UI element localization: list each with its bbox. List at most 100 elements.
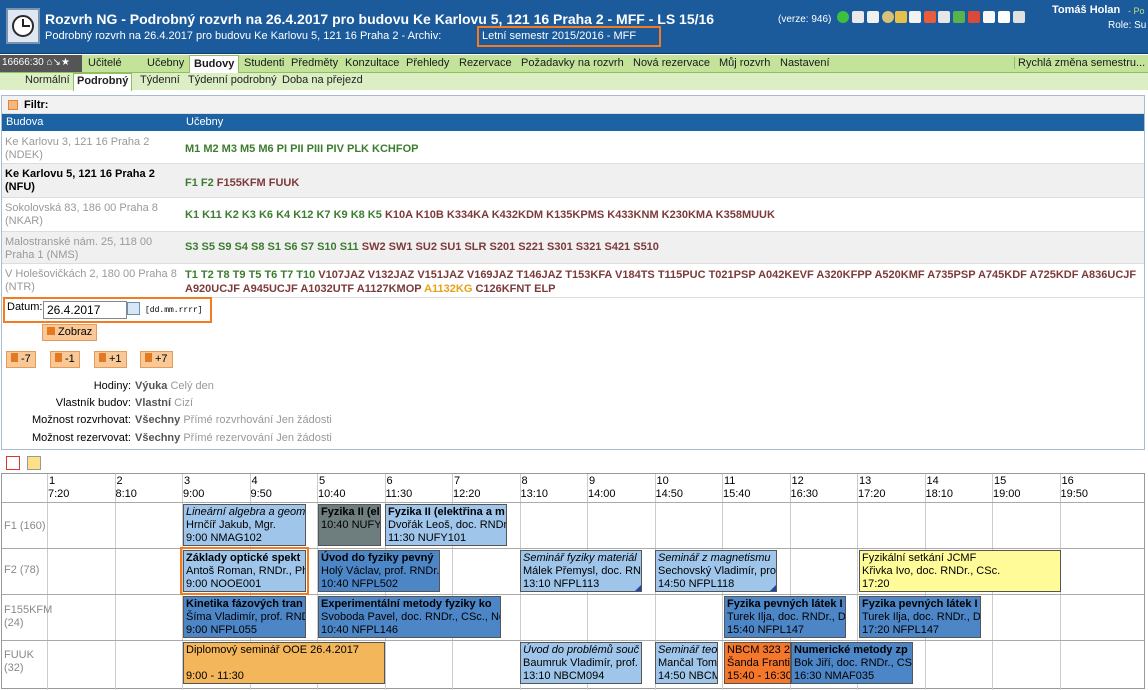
room-label[interactable]: F2 (78) [4,564,40,576]
building-name[interactable]: V Holešovičkách 2, 180 00 Praha 8 (NTR) [5,268,177,293]
hour-time: 8:10 [115,488,137,500]
nav-buildings[interactable]: Budovy [189,55,240,73]
pdf-icon[interactable] [998,11,1010,23]
star-icon[interactable]: ★ [60,57,70,68]
lock-icon[interactable] [909,11,921,23]
app-header: Rozvrh NG - Podrobný rozvrh na 26.4.2017… [0,0,1148,54]
schedule-event[interactable]: Seminář z magnetismu Sechovský Vladimír, … [655,550,777,592]
schedule-event[interactable]: Kinetika fázových tran Šíma Vladimír, pro… [183,596,306,638]
filter-title: Filtr: [2,96,1144,114]
hour-number: 5 [319,475,326,487]
table-icon[interactable] [1013,11,1025,23]
collapse-icon[interactable] [8,100,18,110]
schedule-event[interactable]: Základy optické spekt Antoš Roman, RNDr.,… [183,550,306,592]
plugin-icon[interactable] [953,11,965,23]
schedule-event[interactable]: Fyzika pevných látek I Turek Ilja, doc. R… [859,596,981,638]
option-hours[interactable]: Hodiny: Výuka Celý den [93,380,214,392]
tab-normal[interactable]: Normální [25,74,70,86]
nav-my-schedule[interactable]: Můj rozvrh [719,57,771,69]
mail-icon[interactable] [852,11,864,23]
room-list[interactable]: S3 S5 S9 S4 S8 S1 S6 S7 S10 S11 SW2 SW1 … [185,241,659,253]
nav-overviews[interactable]: Přehledy [406,57,450,69]
show-button[interactable]: Zobraz [42,324,98,341]
schedule-event[interactable]: Fyzikální setkání JCMF Křivka Ivo, doc. R… [859,550,1061,592]
home-icon[interactable] [924,11,936,23]
nav-subjects[interactable]: Předměty [291,57,339,69]
hour-number: 1 [49,475,56,487]
shift-minus1-button[interactable]: -1 [50,351,80,368]
nav-reservations[interactable]: Rezervace [459,57,512,69]
room-list[interactable]: K1 K11 K2 K3 K6 K4 K12 K7 K9 K8 K5 K10A … [185,209,775,221]
export-icon[interactable] [27,456,41,470]
key-icon[interactable] [895,11,907,23]
nav-schedule-requests[interactable]: Požadavky na rozvrh [521,57,624,69]
tab-transfer-time[interactable]: Doba na přejezd [282,74,363,86]
schedule-event[interactable]: Seminář teo Mančal Tomá 14:50 NBCM [655,642,718,684]
gear-icon[interactable] [882,11,894,23]
filter-table-header: Budova Učebny [2,114,1144,131]
building-name[interactable]: Ke Karlovu 5, 121 16 Praha 2 (NFU) [5,168,155,193]
pdf-export-icon[interactable] [6,456,20,470]
building-row: Sokolovská 83, 186 00 Praha 8 (NKAR) K1 K… [2,198,1144,232]
quick-semester-change[interactable]: Rychlá změna semestru... [1014,57,1145,69]
shift-plus1-button[interactable]: +1 [94,351,127,368]
building-name[interactable]: Ke Karlovu 3, 121 16 Praha 2 (NDEK) [5,136,150,161]
hour-time: 10:40 [318,488,346,500]
bag-icon[interactable] [968,11,980,23]
hour-column: 13 17:20 [857,474,886,690]
archive-semester[interactable]: Letní semestr 2015/2016 - MFF [477,26,661,47]
building-row: Ke Karlovu 3, 121 16 Praha 2 (NDEK) M1 M2… [2,132,1144,164]
option-reserving[interactable]: Možnost rezervovat: Všechny Přímé rezervo… [31,432,332,444]
chart-icon[interactable] [938,11,950,23]
nav-new-reservation[interactable]: Nová rezervace [633,57,711,69]
home-icon[interactable]: ⌂ [46,57,53,68]
calendar-icon[interactable] [127,302,140,315]
nav-settings[interactable]: Nastavení [780,57,830,69]
nav-consultations[interactable]: Konzultace [345,57,400,69]
nav-students[interactable]: Studenti [244,57,285,69]
room-list[interactable]: T1 T2 T8 T9 T5 T6 T7 T10 V107JAZ V132JAZ… [185,269,1137,295]
building-name[interactable]: Sokolovská 83, 186 00 Praha 8 (NKAR) [5,202,158,227]
room-label[interactable]: F155KFM (24) [4,604,53,629]
clock-logo-icon [6,8,40,44]
schedule-event[interactable]: Úvod do problémů souč Baumruk Vladimír, p… [520,642,642,684]
hour-column: 3 9:00 [182,474,204,690]
check-icon[interactable] [837,11,849,23]
hour-number: 13 [859,475,872,487]
nav-teachers[interactable]: Učitelé [88,57,122,69]
schedule-event[interactable]: Experimentální metody fyziky ko Svoboda P… [318,596,501,638]
nav-rooms[interactable]: Učebny [147,57,185,69]
arrow-icon[interactable]: ↘ [52,57,61,68]
schedule-event[interactable]: Lineární algebra a geom Hrnčíř Jakub, Mgr… [183,504,306,546]
schedule-event[interactable]: Seminář fyziky materiál Málek Přemysl, do… [520,550,642,592]
schedule-event[interactable]: Fyzika pevných látek I Turek Ilja, doc. R… [724,596,846,638]
document-icon[interactable] [983,11,995,23]
hour-number: 16 [1061,475,1074,487]
schedule-event[interactable]: Fyzika II (el 10:40 NUFY [318,504,381,546]
schedule-event[interactable]: Úvod do fyziky pevný Holý Václav, prof. R… [318,550,440,592]
option-scheduling[interactable]: Možnost rozvrhovat: Všechny Přímé rozvrho… [31,414,332,426]
mail-send-icon[interactable] [867,11,879,23]
schedule-event[interactable]: Numerické metody zp Bok Jiří, doc. RNDr.,… [791,642,913,684]
option-owner[interactable]: Vlastník budov: Vlastní Cizí [55,397,194,409]
row-divider [2,640,1144,641]
room-list[interactable]: F1 F2 F155KFM FUUK [185,177,300,189]
hour-number: 14 [926,475,939,487]
row-divider [2,594,1144,595]
tab-detailed[interactable]: Podrobný [73,73,133,91]
tab-weekly-detailed[interactable]: Týdenní podrobný [188,74,277,86]
schedule-event[interactable]: NBCM 323 22 Šanda Františ 15:40 - 16:30 [724,642,791,684]
tab-weekly[interactable]: Týdenní [140,74,180,86]
schedule-event[interactable]: Fyzika II (elektřina a m Dvořák Leoš, doc… [385,504,507,546]
room-label[interactable]: F1 (160) [4,520,46,532]
page-subtitle: Podrobný rozvrh na 26.4.2017 pro budovu … [45,30,442,42]
schedule-event[interactable]: Diplomový seminář OOE 26.4.2017 9:00 - 1… [183,642,385,684]
user-link[interactable]: - Po [1128,6,1145,16]
shift-plus7-button[interactable]: +7 [140,351,173,368]
room-label[interactable]: FUUK (32) [4,649,34,674]
shift-minus7-button[interactable]: -7 [6,351,36,368]
row-divider [2,502,1144,503]
building-name[interactable]: Malostranské nám. 25, 118 00 Praha 1 (NM… [5,236,153,261]
date-input[interactable]: 26.4.2017 [43,301,127,319]
room-list[interactable]: M1 M2 M3 M5 M6 PI PII PIII PIV PLK KCHFO… [185,143,419,155]
